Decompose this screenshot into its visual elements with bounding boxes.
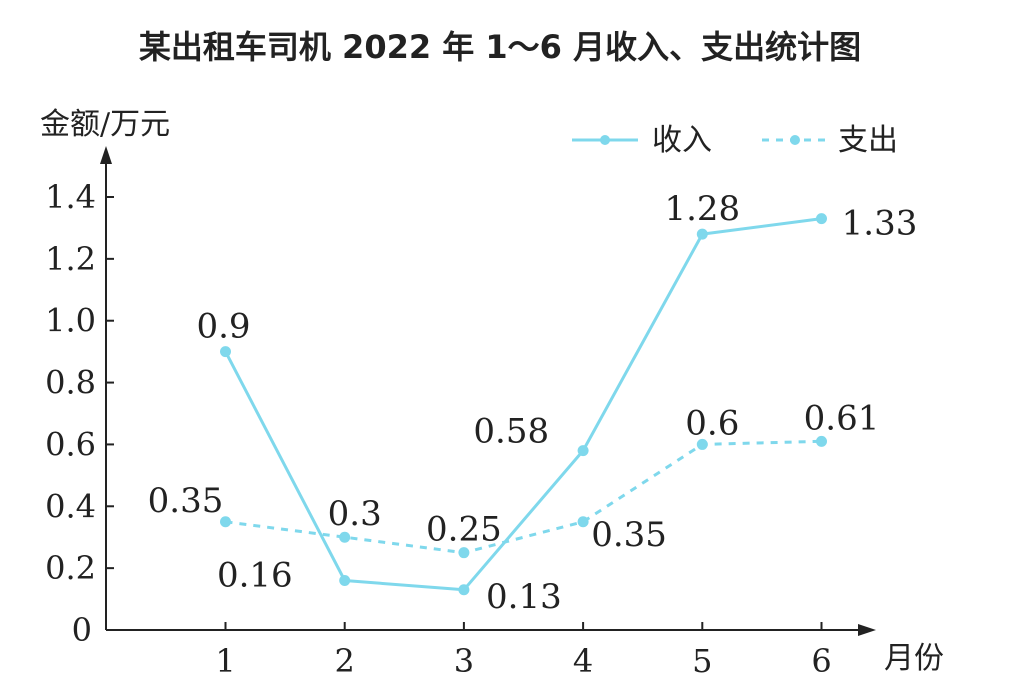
- data-label: 1.33: [842, 204, 918, 244]
- x-tick-label: 3: [454, 642, 474, 680]
- y-tick-label: 0.4: [45, 487, 96, 525]
- y-tick-label: 1.2: [45, 240, 96, 278]
- data-point: [220, 346, 231, 358]
- data-label: 0.6: [685, 403, 739, 443]
- data-label: 0.16: [217, 556, 293, 596]
- chart-title: 某出租车司机 2022 年 1～6 月收入、支出统计图: [139, 28, 861, 66]
- y-tick-label: 0.8: [45, 364, 96, 402]
- data-point: [816, 435, 827, 447]
- y-axis-arrow: [100, 146, 112, 164]
- data-point: [577, 445, 589, 457]
- data-label: 0.3: [328, 494, 382, 534]
- legend-marker-1: [790, 135, 800, 145]
- data-label: 0.13: [486, 577, 562, 617]
- x-tick-label: 4: [573, 642, 593, 680]
- y-axis-label: 金额/万元: [40, 107, 170, 142]
- series-line-1: [225, 439, 822, 555]
- data-label: 1.28: [664, 189, 740, 229]
- data-point: [339, 575, 351, 587]
- legend-label: 支出: [838, 123, 898, 158]
- legend: 收入 支出: [572, 123, 898, 158]
- series-layer: 0.9 0.16 0.13 0.58 1.28 1.33 0.35 0.3 0.25 0.35 0.…: [148, 189, 918, 617]
- series-line-0: [224, 217, 822, 592]
- tick-labels: 0 0.2 0.4 0.6 0.8 1.0 1.2 1.4 1 2 3 4 5 6: [45, 178, 832, 680]
- data-point: [220, 516, 231, 528]
- data-label: 0.35: [148, 481, 224, 521]
- legend-marker-0: [600, 135, 610, 145]
- x-tick-label: 5: [692, 642, 712, 680]
- x-axis-label: 月份: [884, 641, 944, 676]
- x-tick-label: 1: [215, 642, 235, 680]
- y-tick-label: 0.6: [45, 425, 96, 463]
- x-tick-label: 6: [811, 642, 831, 680]
- data-label: 0.35: [591, 515, 667, 555]
- legend-label: 收入: [652, 123, 712, 158]
- data-label: 0.61: [804, 398, 880, 438]
- data-label: 0.58: [473, 412, 549, 452]
- data-point: [339, 531, 351, 543]
- axes: [100, 146, 876, 636]
- x-tick-label: 2: [335, 642, 355, 680]
- x-axis-arrow: [858, 624, 876, 636]
- data-point: [696, 228, 708, 240]
- data-point: [458, 547, 470, 559]
- data-point: [816, 213, 827, 225]
- data-point: [696, 438, 708, 450]
- y-tick-label: 1.0: [45, 302, 96, 340]
- data-label: 0.25: [426, 510, 502, 550]
- data-label: 0.9: [196, 307, 250, 347]
- y-tick-label: 1.4: [45, 178, 96, 216]
- y-tick-label: 0.2: [45, 549, 96, 587]
- y-tick-label: 0: [72, 611, 92, 649]
- data-point: [577, 516, 589, 528]
- data-point: [458, 584, 470, 596]
